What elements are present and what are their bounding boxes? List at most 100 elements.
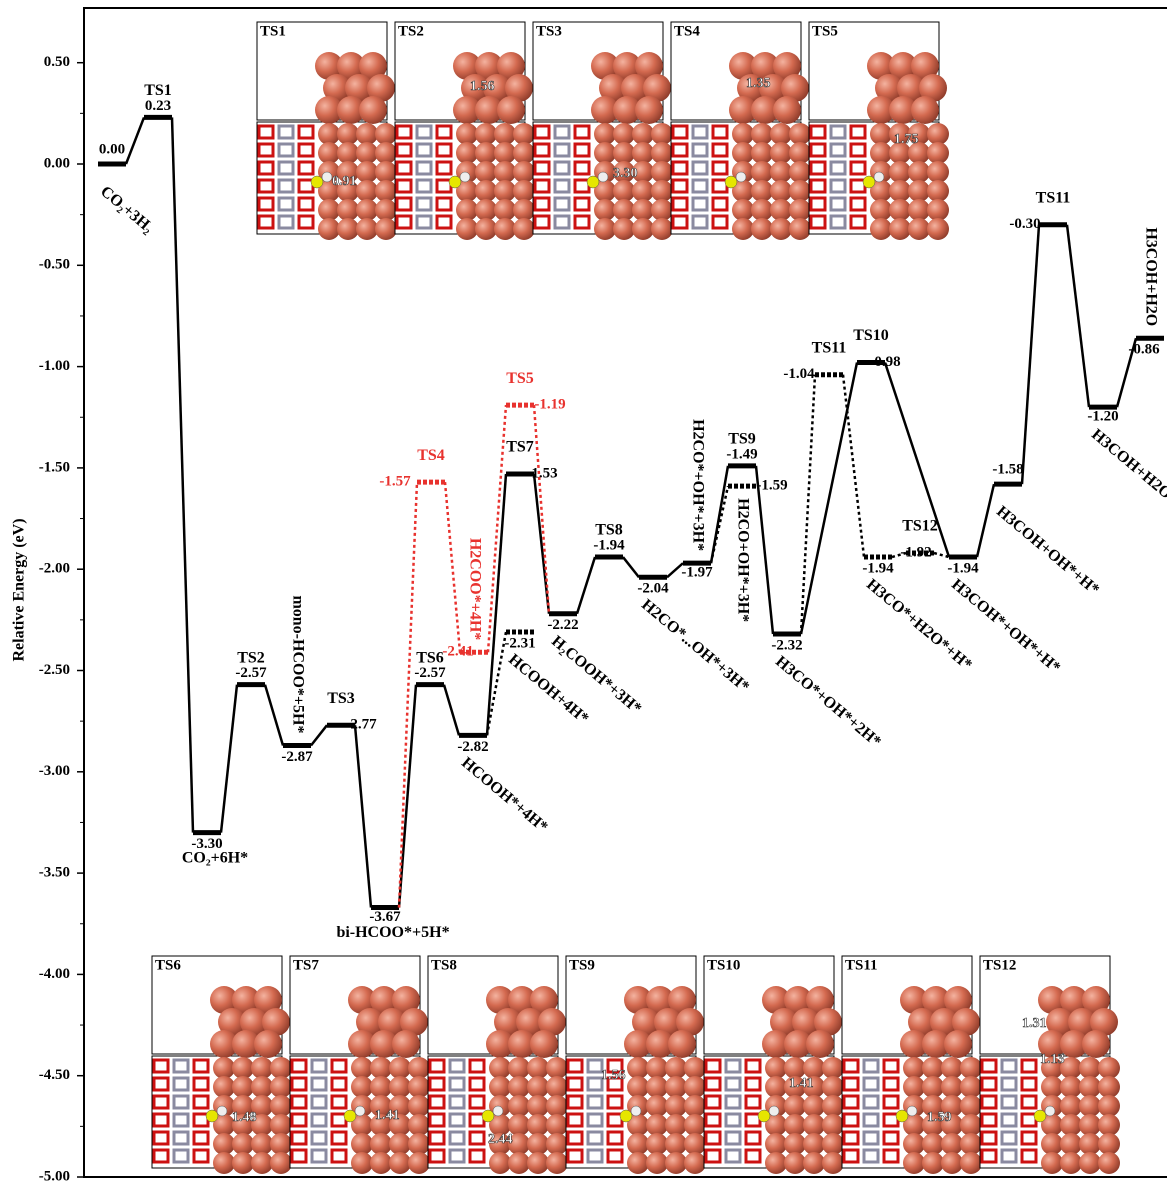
state-label: H2CO*+OH*+3H* (689, 419, 706, 551)
inset-title: TS7 (293, 957, 319, 973)
inset: TS10.91 (257, 22, 397, 240)
atom (513, 123, 535, 145)
atom (270, 1152, 292, 1174)
atom (1041, 1152, 1063, 1174)
ts-label: TS11 (1036, 189, 1071, 206)
atom (803, 1114, 825, 1136)
connector (445, 482, 460, 652)
ts-label: TS1 (144, 82, 172, 99)
atom (1079, 1095, 1101, 1117)
atom (632, 199, 654, 221)
ts-label: TS11 (812, 339, 847, 356)
y-tick-label: -3.50 (39, 865, 70, 881)
atom (684, 1114, 706, 1136)
atom (927, 161, 949, 183)
inset: TS21.56 (395, 22, 535, 240)
atom (351, 1076, 373, 1098)
atom (456, 218, 478, 240)
atom (1098, 1076, 1120, 1098)
atom (789, 199, 811, 221)
atom (770, 180, 792, 202)
atom (408, 1095, 430, 1117)
connector (623, 557, 639, 577)
value-label: -1.97 (681, 565, 713, 581)
atom (527, 1076, 549, 1098)
atom (356, 161, 378, 183)
atom (213, 1076, 235, 1098)
atom (770, 218, 792, 240)
connector (1067, 225, 1089, 407)
value-label: -1.58 (992, 462, 1023, 478)
atom (1098, 1133, 1120, 1155)
atom (370, 1133, 392, 1155)
atom (513, 161, 535, 183)
atom (651, 218, 673, 240)
value-label: -2.57 (235, 665, 267, 681)
ts-label: TS4 (417, 447, 445, 464)
atom (408, 1076, 430, 1098)
atom (408, 1152, 430, 1174)
atom (251, 1057, 273, 1079)
atom (475, 161, 497, 183)
atom (494, 218, 516, 240)
atom (489, 1076, 511, 1098)
atom (370, 1057, 392, 1079)
atom (370, 1152, 392, 1174)
atom (732, 142, 754, 164)
value-label: -0.98 (869, 354, 900, 370)
atom (1098, 1057, 1120, 1079)
atom (684, 1057, 706, 1079)
atom (389, 1133, 411, 1155)
atom (789, 218, 811, 240)
atom (803, 1095, 825, 1117)
atom (960, 1095, 982, 1117)
atom (903, 1133, 925, 1155)
atom (456, 142, 478, 164)
atom (527, 1152, 549, 1174)
connector (221, 685, 237, 833)
adsorbate (631, 1106, 641, 1116)
atom (1041, 1133, 1063, 1155)
adsorbate (322, 172, 332, 182)
atom (784, 1133, 806, 1155)
atom (665, 1076, 687, 1098)
atom (751, 180, 773, 202)
connector (126, 117, 144, 164)
atom (613, 142, 635, 164)
atom (270, 1095, 292, 1117)
adsorbate (482, 1110, 494, 1122)
atom (489, 1152, 511, 1174)
adsorbate (598, 172, 608, 182)
atom (1098, 1152, 1120, 1174)
atom (646, 1152, 668, 1174)
adsorbate (493, 1106, 503, 1116)
atom (213, 1133, 235, 1155)
atom (375, 161, 397, 183)
atom (1060, 1133, 1082, 1155)
atom (751, 142, 773, 164)
ts-label: TS2 (237, 649, 265, 666)
atom (770, 123, 792, 145)
value-label: 0.00 (99, 141, 125, 157)
inset: TS61.48 (152, 956, 292, 1174)
bond-distance: 0.91 (332, 174, 357, 189)
bond-distance: 3.30 (613, 166, 638, 181)
atom (870, 218, 892, 240)
adsorbate (620, 1110, 632, 1122)
atom (392, 1030, 420, 1058)
state-label: H3COH+H2O (1142, 227, 1159, 326)
atom (475, 123, 497, 145)
atom (359, 96, 387, 124)
bond-distance: 1.41 (375, 1108, 400, 1123)
atom (822, 1076, 844, 1098)
atom (922, 1152, 944, 1174)
value-label: -1.92 (900, 544, 931, 560)
atom (684, 1095, 706, 1117)
atom (908, 180, 930, 202)
atom (822, 1133, 844, 1155)
atom (646, 1057, 668, 1079)
atom (665, 1133, 687, 1155)
atom (789, 161, 811, 183)
atom (232, 1057, 254, 1079)
atom (494, 142, 516, 164)
